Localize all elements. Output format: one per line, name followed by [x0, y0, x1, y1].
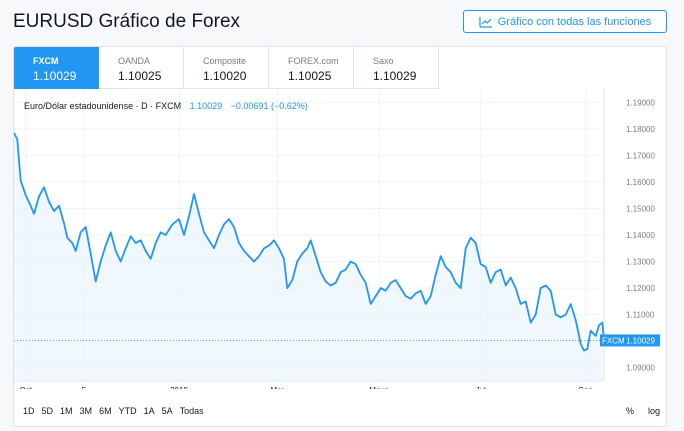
- y-tick-label: 1.16000: [626, 178, 655, 187]
- tab-name: FOREX.com: [288, 56, 339, 66]
- price-chart[interactable]: 1.090001.100001.110001.120001.130001.140…: [14, 89, 667, 389]
- tab-forex-com[interactable]: FOREX.com 1.10025: [269, 47, 354, 89]
- x-tick-label: Mar: [270, 386, 284, 389]
- range-1m[interactable]: 1M: [60, 406, 73, 416]
- range-5a[interactable]: 5A: [161, 406, 173, 416]
- range-3m[interactable]: 3M: [79, 406, 93, 416]
- tab-name: Saxo: [373, 56, 394, 66]
- source-tabs: FXCM 1.10029 OANDA 1.10025 Composite 1.1…: [14, 47, 439, 89]
- tab-name: FXCM: [33, 56, 59, 66]
- tab-value: 1.10025: [288, 69, 332, 83]
- price-line: [14, 132, 605, 352]
- x-tick-label: Sep: [579, 386, 594, 389]
- percent-scale-toggle[interactable]: %: [625, 406, 634, 416]
- range-1d[interactable]: 1D: [23, 406, 35, 416]
- range-ytd[interactable]: YTD: [118, 406, 137, 416]
- full-chart-button[interactable]: Gráfico con todas las funciones: [463, 10, 667, 33]
- range-5d[interactable]: 5D: [41, 406, 54, 416]
- x-tick-label: 5: [82, 386, 87, 389]
- chart-legend: Euro/Dólar estadounidense · D · FXCM 1.1…: [24, 101, 308, 111]
- y-tick-label: 1.18000: [626, 125, 655, 134]
- y-tick-label: 1.14000: [626, 231, 655, 240]
- range-toolbar: 1D 5D 1M 3M 6M YTD 1A 5A Todas % log: [14, 402, 666, 424]
- range-1a[interactable]: 1A: [143, 406, 155, 416]
- tab-composite[interactable]: Composite 1.10020: [184, 47, 269, 89]
- y-tick-label: 1.11000: [626, 311, 655, 320]
- tab-name: Composite: [203, 56, 247, 66]
- range-6m[interactable]: 6M: [99, 406, 112, 416]
- x-tick-label: 2019: [170, 386, 188, 389]
- legend-symbol: Euro/Dólar estadounidense · D · FXCM: [24, 101, 182, 111]
- y-tick-label: 1.09000: [626, 364, 655, 373]
- x-tick-label: Oct: [19, 386, 32, 389]
- tab-value: 1.10029: [373, 69, 417, 83]
- tab-value: 1.10020: [203, 69, 247, 83]
- range-buttons: 1D 5D 1M 3M 6M YTD 1A 5A Todas: [23, 406, 204, 416]
- tab-saxo[interactable]: Saxo 1.10029: [354, 47, 439, 89]
- tab-value: 1.10029: [33, 69, 77, 83]
- legend-change: −0.00691 (−0.62%): [230, 101, 308, 111]
- scale-options: % log: [626, 406, 660, 416]
- tab-oanda[interactable]: OANDA 1.10025: [99, 47, 184, 89]
- x-tick-label: Mayo: [369, 386, 389, 389]
- last-price-symbol: FXCM: [602, 336, 625, 345]
- tab-value: 1.10025: [118, 69, 162, 83]
- x-tick-label: Jul: [476, 386, 486, 389]
- tab-fxcm[interactable]: FXCM 1.10029: [14, 47, 99, 89]
- chart-icon: [479, 16, 492, 28]
- legend-value: 1.10029: [189, 101, 223, 111]
- chart-card: FXCM 1.10029 OANDA 1.10025 Composite 1.1…: [13, 46, 667, 427]
- last-price-value: 1.10029: [626, 336, 655, 345]
- range-all[interactable]: Todas: [179, 406, 204, 416]
- y-tick-label: 1.19000: [626, 98, 655, 107]
- y-tick-label: 1.17000: [626, 151, 655, 160]
- page-title: EURUSD Gráfico de Forex: [13, 11, 241, 32]
- y-tick-label: 1.15000: [626, 204, 655, 213]
- log-scale-toggle[interactable]: log: [647, 406, 660, 416]
- full-chart-button-label: Gráfico con todas las funciones: [497, 15, 652, 28]
- last-price-badge: [600, 334, 660, 347]
- y-tick-label: 1.13000: [626, 258, 655, 267]
- y-tick-label: 1.12000: [626, 284, 655, 293]
- price-area: [14, 132, 604, 381]
- tab-name: OANDA: [118, 56, 151, 66]
